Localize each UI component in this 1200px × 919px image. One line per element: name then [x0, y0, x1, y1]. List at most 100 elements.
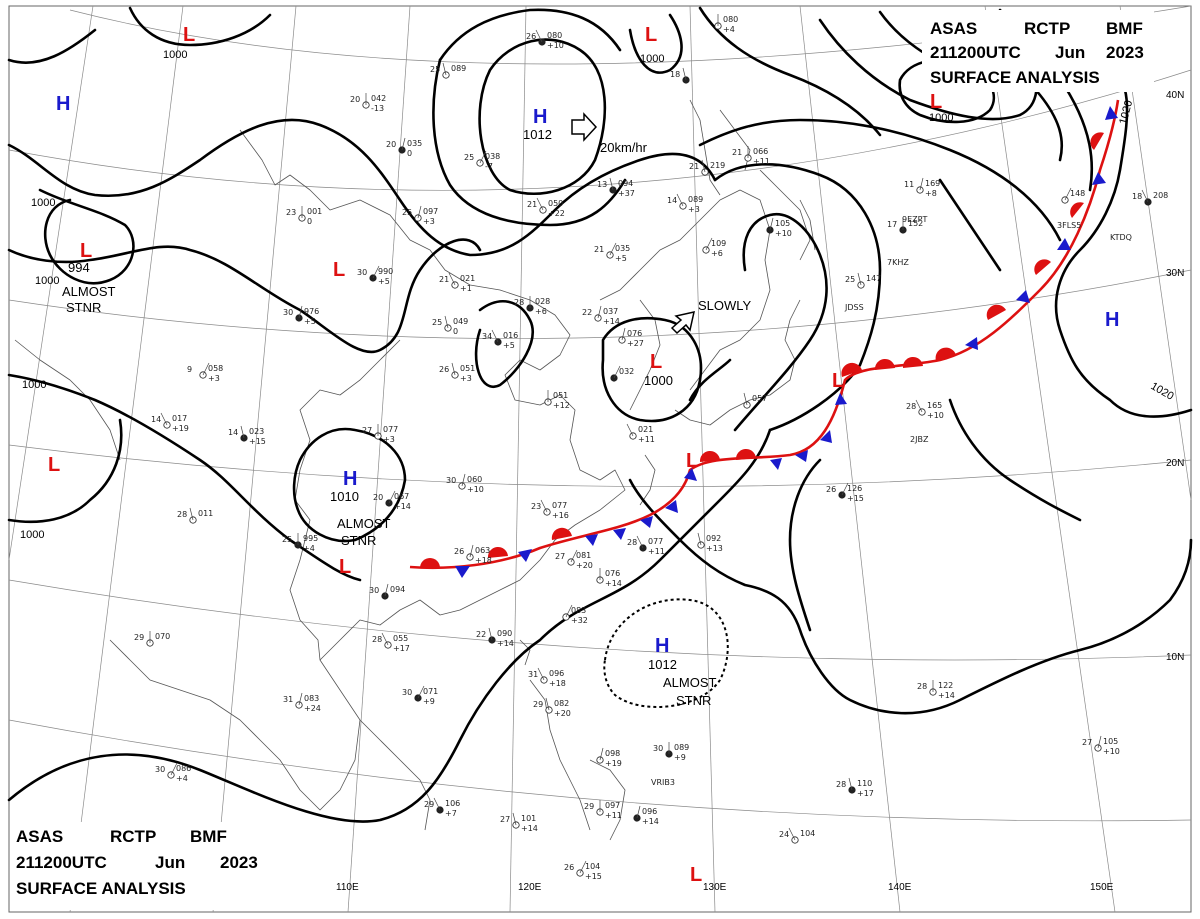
- station-plot: 105+10: [766, 217, 792, 238]
- station-temperature: 26: [826, 485, 836, 494]
- station-tendency: +14: [521, 824, 538, 833]
- station-tendency: +5: [378, 277, 390, 286]
- low-center-value: 994: [68, 260, 90, 275]
- station-tendency: +27: [627, 339, 644, 348]
- wind-barb: [848, 777, 853, 791]
- station-plot: 27 081+20: [555, 549, 593, 570]
- station-temperature: 31: [283, 695, 293, 704]
- station-plot: 24 104: [779, 827, 815, 844]
- motion-speed-label: 20km/hr: [600, 140, 648, 155]
- motion-arrow-northeast-icon: [670, 311, 695, 335]
- station-pressure: 001: [307, 207, 322, 216]
- station-pressure: 080: [723, 15, 738, 24]
- station-pressure: 066: [753, 147, 768, 156]
- wind-barb: [841, 482, 849, 496]
- station-pressure: 147: [866, 274, 881, 283]
- station-temperature: 28: [836, 780, 846, 789]
- wind-barb: [609, 177, 614, 191]
- station-temperature: 34: [482, 332, 492, 341]
- wind-barb: [479, 150, 487, 164]
- station-temperature: 30: [446, 476, 456, 485]
- station-temperature: 18: [670, 70, 680, 79]
- station-tendency: +3: [383, 435, 395, 444]
- station-plot: 28 165+10: [906, 399, 944, 420]
- wind-barb: [570, 549, 578, 563]
- station-pressure: 126: [847, 484, 862, 493]
- station-pressure: 165: [927, 401, 942, 410]
- wind-barb: [160, 412, 168, 426]
- station-temperature: 17: [887, 220, 897, 229]
- station-tendency: +20: [554, 709, 571, 718]
- stationary-label: STNR: [676, 693, 711, 708]
- station-pressure: 011: [198, 509, 213, 518]
- station-temperature: 20: [373, 493, 383, 502]
- station-pressure: 089: [688, 195, 703, 204]
- lon-label: 130E: [703, 882, 727, 893]
- wind-barb: [697, 532, 702, 546]
- header-agency: BMF: [1106, 19, 1143, 38]
- wind-barb: [919, 177, 924, 191]
- station-plot: 30 094: [369, 583, 405, 600]
- station-tendency: +9: [674, 753, 686, 762]
- station-pressure: 038: [485, 152, 500, 161]
- lon-label: 150E: [1090, 882, 1114, 893]
- stationary-label: ALMOST: [62, 284, 116, 299]
- station-temperature: 30: [402, 688, 412, 697]
- station-pressure: 028: [535, 297, 550, 306]
- station-tendency: +3: [688, 205, 700, 214]
- station-plot: 27 077+3: [362, 424, 398, 444]
- wind-barb: [636, 805, 641, 819]
- station-plot: 021+11: [626, 423, 655, 444]
- station-tendency: +14: [497, 639, 514, 648]
- station-temperature: 25: [845, 275, 855, 284]
- station-pressure: 098: [605, 749, 620, 758]
- station-pressure: 071: [423, 687, 438, 696]
- station-pressure: 016: [503, 331, 518, 340]
- low-center-marker: L: [80, 240, 92, 262]
- station-tendency: +22: [548, 209, 565, 218]
- station-pressure: 050: [548, 199, 563, 208]
- station-plot: 21 050+22: [527, 197, 565, 218]
- stationary-label: STNR: [341, 533, 376, 548]
- high-center-marker: H: [56, 93, 70, 115]
- station-pressure: 077: [383, 425, 398, 434]
- station-temperature: 27: [500, 815, 510, 824]
- station-tendency: +10: [1103, 747, 1120, 756]
- station-plot: 28 028+6: [514, 296, 550, 316]
- station-tendency: +10: [775, 229, 792, 238]
- station-plot: 26 051+3: [439, 362, 475, 383]
- station-plot: 26 080+10: [526, 29, 564, 50]
- station-temperature: 21: [732, 148, 742, 157]
- station-plot: 25 089: [430, 62, 466, 79]
- wind-barb: [676, 193, 684, 207]
- station-tendency: +4: [176, 774, 188, 783]
- low-center-marker: L: [48, 454, 60, 476]
- wind-barb: [540, 499, 548, 513]
- wind-barb: [388, 490, 396, 504]
- wind-barb: [545, 697, 550, 711]
- station-temperature: 31: [528, 670, 538, 679]
- lat-label: 40N: [1166, 90, 1184, 101]
- station-temperature: 21: [594, 245, 604, 254]
- station-id: JDSS: [844, 303, 864, 312]
- wind-barb: [469, 544, 474, 558]
- station-pressure: 094: [390, 585, 405, 594]
- station-temperature: 24: [779, 830, 789, 839]
- station-tendency: +18: [549, 679, 566, 688]
- wind-barb: [769, 217, 774, 231]
- station-temperature: 29: [134, 633, 144, 642]
- station-plot: 051+12: [544, 390, 570, 410]
- station-plot: 26 126+15: [826, 482, 864, 503]
- station-plot: 098+19: [596, 747, 622, 768]
- station-pressure: 032: [619, 367, 634, 376]
- isobars: [7, 6, 1193, 823]
- wind-barb: [1097, 735, 1102, 749]
- station-plot: 109+6: [702, 237, 726, 258]
- station-temperature: 29: [533, 700, 543, 709]
- wind-barb: [705, 237, 713, 251]
- station-plot: 29 106+7: [424, 797, 460, 818]
- station-plot: 27 101+14: [500, 812, 538, 833]
